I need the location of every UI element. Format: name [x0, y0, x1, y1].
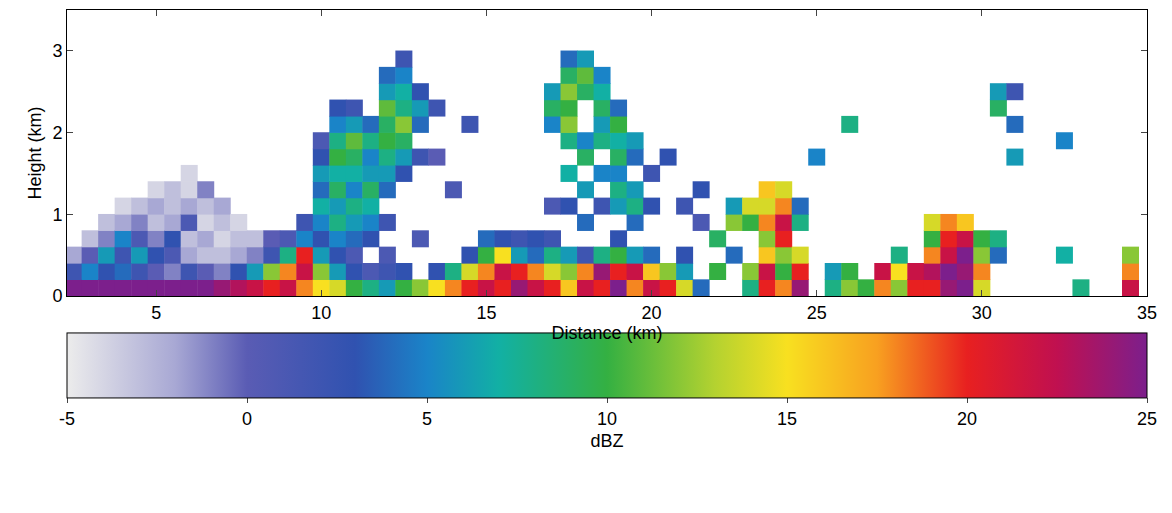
svg-text:15: 15 — [476, 303, 496, 323]
svg-text:1: 1 — [52, 205, 62, 225]
svg-text:25: 25 — [1137, 409, 1157, 429]
svg-text:0: 0 — [242, 409, 252, 429]
svg-text:3: 3 — [52, 41, 62, 61]
svg-text:dBZ: dBZ — [590, 431, 623, 451]
svg-text:5: 5 — [151, 303, 161, 323]
svg-text:30: 30 — [972, 303, 992, 323]
svg-text:0: 0 — [52, 286, 62, 306]
svg-text:Distance (km): Distance (km) — [551, 323, 662, 343]
svg-text:35: 35 — [1137, 303, 1157, 323]
svg-text:10: 10 — [311, 303, 331, 323]
svg-text:-5: -5 — [59, 409, 75, 429]
svg-text:15: 15 — [777, 409, 797, 429]
svg-text:2: 2 — [52, 123, 62, 143]
svg-text:20: 20 — [957, 409, 977, 429]
svg-text:20: 20 — [642, 303, 662, 323]
svg-text:10: 10 — [597, 409, 617, 429]
svg-text:5: 5 — [422, 409, 432, 429]
svg-text:25: 25 — [807, 303, 827, 323]
svg-text:Height (km): Height (km) — [25, 106, 45, 199]
